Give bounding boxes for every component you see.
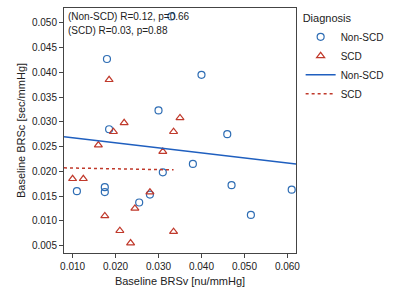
svg-text:0.040: 0.040 xyxy=(189,261,214,272)
svg-text:0.030: 0.030 xyxy=(32,116,57,127)
svg-text:0.010: 0.010 xyxy=(32,215,57,226)
svg-text:0.020: 0.020 xyxy=(103,261,128,272)
svg-text:0.020: 0.020 xyxy=(32,166,57,177)
svg-text:0.035: 0.035 xyxy=(32,92,57,103)
svg-text:(Non-SCD) R=0.12, p=0.66: (Non-SCD) R=0.12, p=0.66 xyxy=(68,11,190,22)
svg-text:0.045: 0.045 xyxy=(32,42,57,53)
svg-text:0.050: 0.050 xyxy=(32,17,57,28)
svg-text:0.015: 0.015 xyxy=(32,191,57,202)
svg-text:Non-SCD: Non-SCD xyxy=(341,32,384,43)
svg-text:0.005: 0.005 xyxy=(32,240,57,251)
svg-text:0.010: 0.010 xyxy=(60,261,85,272)
svg-text:0.050: 0.050 xyxy=(232,261,257,272)
svg-text:(SCD) R=0.03, p=0.88: (SCD) R=0.03, p=0.88 xyxy=(68,25,168,36)
svg-text:0.030: 0.030 xyxy=(146,261,171,272)
svg-text:SCD: SCD xyxy=(341,51,362,62)
svg-text:Baseline BRSc [sec/mmHg]: Baseline BRSc [sec/mmHg] xyxy=(15,63,27,198)
svg-text:SCD: SCD xyxy=(341,89,362,100)
svg-text:Baseline BRSv [nu/mmHg]: Baseline BRSv [nu/mmHg] xyxy=(115,275,245,287)
svg-text:Non-SCD: Non-SCD xyxy=(341,70,384,81)
svg-text:Diagnosis: Diagnosis xyxy=(303,12,352,24)
svg-text:0.060: 0.060 xyxy=(275,261,300,272)
svg-text:0.025: 0.025 xyxy=(32,141,57,152)
svg-text:0.040: 0.040 xyxy=(32,67,57,78)
